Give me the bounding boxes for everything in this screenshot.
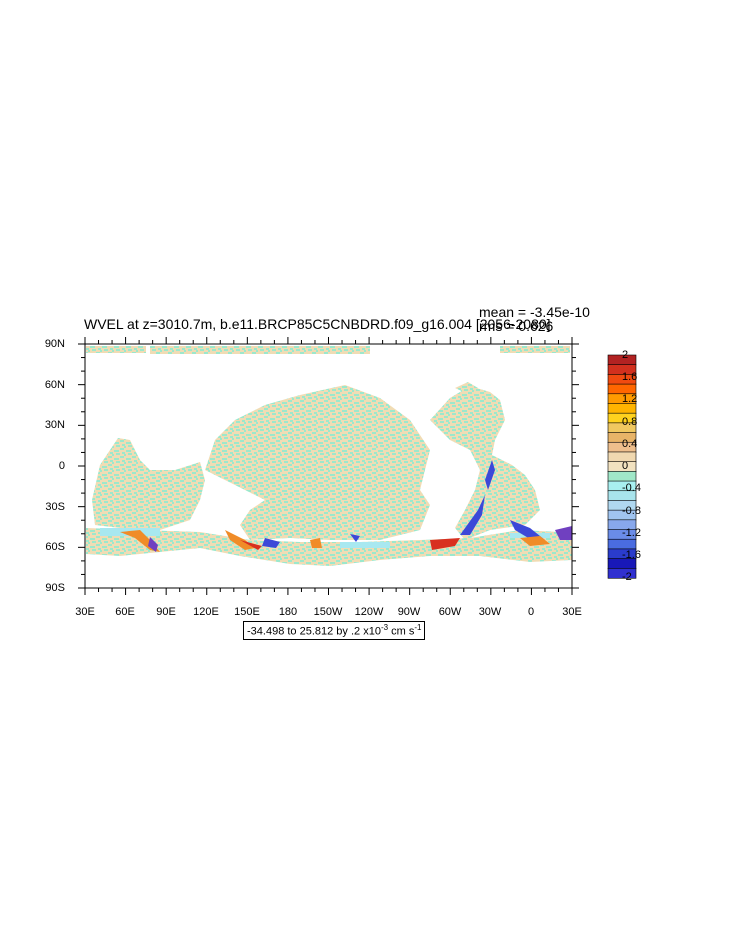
range-exponent: -3 [380, 623, 389, 632]
colorbar-label: 1.2 [622, 393, 638, 405]
range-unit: cm s [388, 625, 415, 638]
lon-label: 150E [234, 606, 260, 618]
lat-label: 30S [45, 501, 65, 513]
rms-stat: rms = 0.626 [479, 318, 554, 334]
lon-label: 60E [115, 606, 135, 618]
lon-label: 30E [562, 606, 582, 618]
colorbar-label: 0 [622, 460, 629, 472]
lon-label: 0 [527, 606, 535, 618]
map-field [85, 344, 572, 588]
lon-label: 90W [397, 606, 421, 618]
lon-label: 30W [478, 606, 502, 618]
colorbar [607, 354, 637, 579]
lat-label: 60N [44, 379, 65, 391]
colorbar-label: -1.6 [622, 549, 641, 561]
colorbar-label: 1.6 [622, 371, 638, 383]
colorbar-label: -0.4 [622, 482, 641, 494]
lon-label: 120E [193, 606, 219, 618]
colorbar-swatch [607, 471, 637, 482]
lon-label: 180 [278, 606, 298, 618]
lat-label: 60S [45, 541, 65, 553]
lat-label: 0 [58, 460, 65, 472]
lon-label: 60W [438, 606, 462, 618]
colorbar-label: -1.2 [622, 527, 641, 539]
lat-label: 30N [44, 419, 65, 431]
range-text: -34.498 to 25.812 by .2 x10 [247, 625, 381, 638]
colorbar-swatch [607, 568, 637, 579]
lon-label: 150W [313, 606, 343, 618]
axis-ticks [78, 337, 579, 595]
lon-label: 120W [354, 606, 384, 618]
lon-label: 90E [156, 606, 176, 618]
colorbar-label: 2 [622, 349, 629, 361]
mean-stat: mean = -3.45e-10 [479, 304, 590, 320]
colorbar-swatch [607, 538, 637, 550]
colorbar-label: 0.4 [622, 438, 638, 450]
colorbar-label: 0.8 [622, 416, 638, 428]
plot-title: WVEL at z=3010.7m, b.e11.BRCP85C5CNBDRD.… [84, 316, 551, 332]
colorbar-label: -2 [622, 571, 632, 583]
colorbar-label: -0.8 [622, 505, 641, 517]
lat-label: 90S [45, 582, 65, 594]
range-info-box: -34.498 to 25.812 by .2 x10-3 cm s-1 [243, 621, 426, 640]
lon-label: 30E [75, 606, 95, 618]
lat-label: 90N [44, 338, 65, 350]
range-unit-exponent: -1 [414, 623, 422, 632]
